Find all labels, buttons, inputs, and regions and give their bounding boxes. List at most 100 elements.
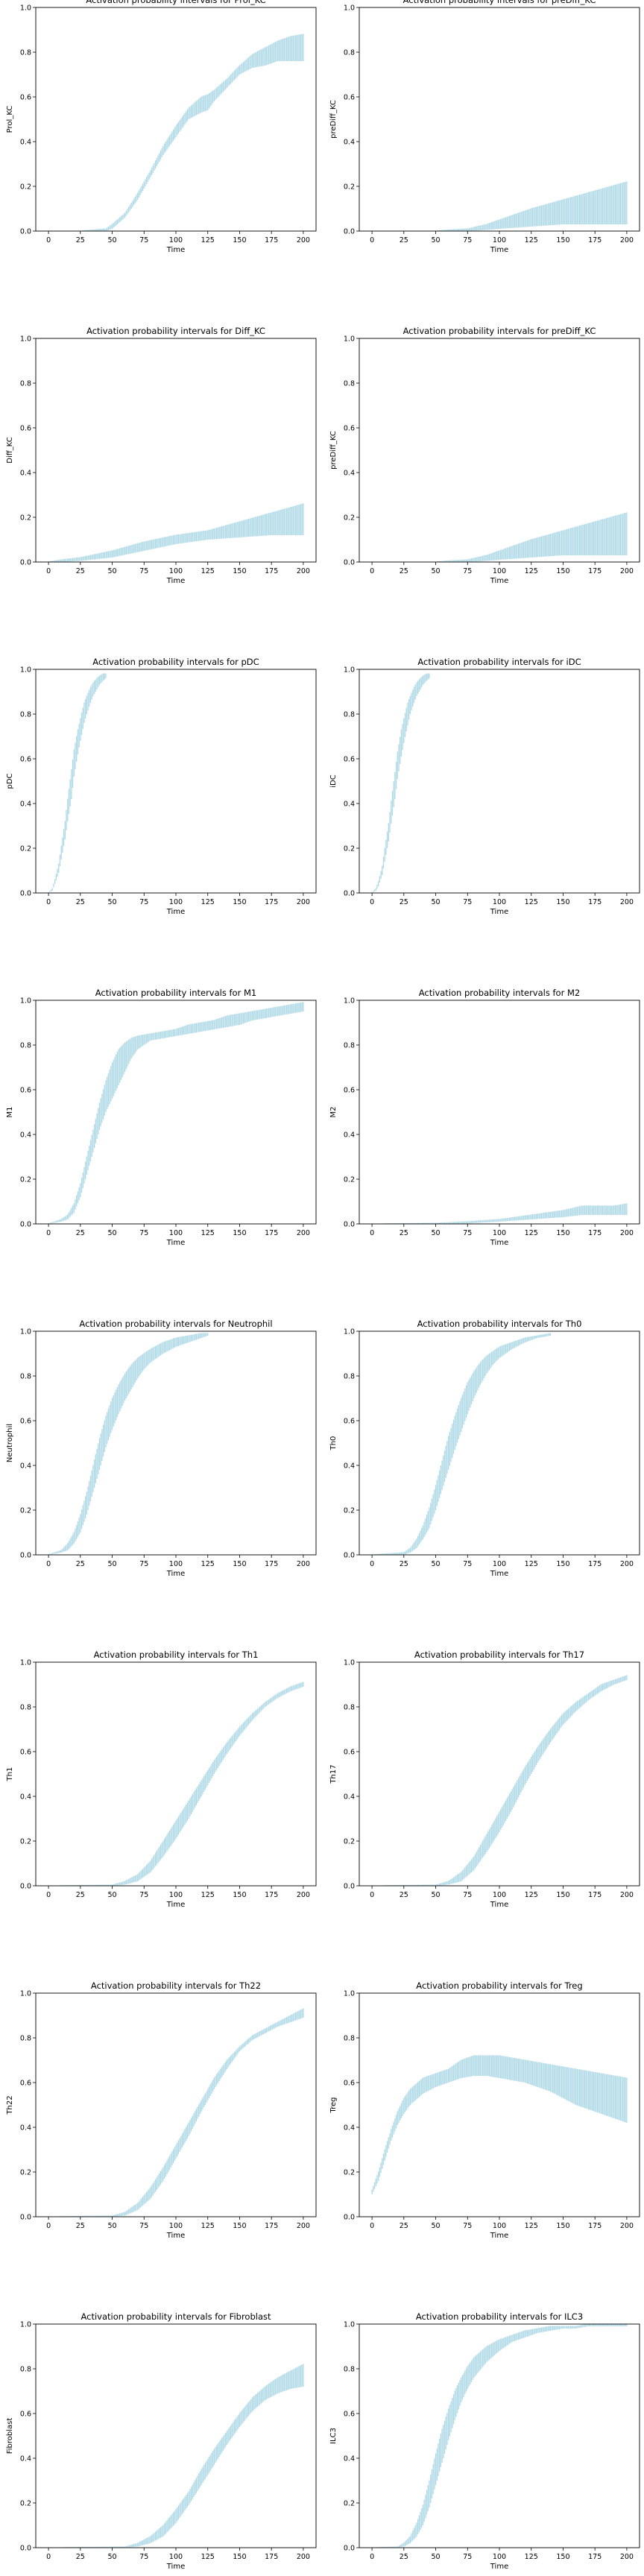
interval-band [373, 673, 430, 892]
y-tick-label: 0.0 [20, 228, 31, 236]
x-tick-label: 75 [463, 1891, 472, 1899]
x-tick-label: 25 [400, 567, 408, 575]
y-tick-label: 0.6 [344, 2080, 355, 2088]
x-tick-label: 50 [107, 567, 116, 575]
x-tick-label: 25 [76, 1560, 85, 1568]
x-tick-label: 0 [370, 2553, 374, 2561]
x-tick-label: 150 [556, 1560, 569, 1568]
chart-title: Activation probability intervals for M2 [419, 988, 580, 998]
axes-frame [35, 7, 317, 232]
x-tick-label: 75 [139, 236, 148, 244]
x-tick-label: 100 [493, 2553, 506, 2561]
y-tick-label: 0.2 [20, 1838, 31, 1846]
x-tick-label: 25 [76, 2553, 85, 2561]
y-axis-label: M2 [329, 1107, 338, 1118]
y-tick-label: 0.8 [20, 2366, 31, 2374]
interval-band [62, 2364, 304, 2548]
x-tick-label: 50 [431, 898, 440, 906]
interval-band [382, 1675, 628, 1886]
x-tick-label: 0 [46, 1891, 51, 1899]
y-tick-label: 1.0 [344, 1659, 355, 1667]
y-tick-label: 0.4 [344, 1462, 355, 1471]
interval-band [382, 1203, 628, 1224]
interval-band [82, 34, 304, 231]
x-tick-label: 175 [588, 1229, 602, 1237]
y-tick-label: 1.0 [344, 335, 355, 344]
y-tick-label: 0.2 [20, 2500, 31, 2508]
chart-panel-1: Activation probability intervals for Pro… [6, 0, 317, 254]
x-tick-label: 0 [370, 1560, 374, 1568]
x-tick-label: 200 [297, 567, 310, 575]
y-tick-label: 0.6 [344, 1087, 355, 1095]
x-axis-label: Time [166, 577, 185, 585]
y-tick-label: 1.0 [20, 1328, 31, 1336]
axes-frame [35, 669, 317, 894]
x-tick-label: 100 [169, 2553, 183, 2561]
x-tick-label: 100 [169, 898, 183, 906]
chart-title: Activation probability intervals for ILC… [416, 2311, 583, 2322]
y-tick-label: 0.0 [20, 559, 31, 567]
x-tick-label: 200 [620, 1560, 634, 1568]
x-tick-label: 125 [201, 1560, 215, 1568]
x-tick-label: 125 [525, 1229, 538, 1237]
y-axis-label: Fibroblast [6, 2418, 14, 2455]
axes-frame [359, 669, 640, 894]
x-tick-label: 75 [463, 1229, 472, 1237]
y-tick-label: 0.8 [20, 380, 31, 388]
x-tick-label: 100 [493, 898, 506, 906]
x-tick-label: 0 [46, 567, 51, 575]
x-tick-label: 75 [463, 898, 472, 906]
chart-title: Activation probability intervals for pre… [403, 0, 596, 5]
y-tick-label: 1.0 [20, 1659, 31, 1667]
y-tick-label: 0.0 [20, 2214, 31, 2222]
x-tick-label: 125 [525, 898, 538, 906]
y-tick-label: 1.0 [20, 4, 31, 13]
x-tick-label: 150 [233, 1229, 246, 1237]
y-tick-label: 0.4 [344, 470, 355, 478]
x-tick-label: 50 [431, 236, 440, 244]
x-tick-label: 50 [107, 2222, 116, 2230]
x-tick-label: 25 [400, 236, 408, 244]
x-tick-label: 25 [76, 1891, 85, 1899]
chart-panel-3: Activation probability intervals for Dif… [6, 326, 317, 585]
x-tick-label: 125 [201, 898, 215, 906]
y-axis-label: Th0 [329, 1436, 338, 1451]
y-tick-label: 0.2 [344, 845, 355, 853]
x-tick-label: 75 [139, 1891, 148, 1899]
interval-band [438, 512, 628, 562]
y-tick-label: 1.0 [344, 997, 355, 1006]
y-tick-label: 0.6 [20, 425, 31, 433]
chart-panel-8: Activation probability intervals for M2 0… [329, 988, 640, 1247]
y-tick-label: 0.4 [20, 801, 31, 809]
y-tick-label: 0.8 [344, 49, 355, 57]
x-tick-label: 0 [46, 1229, 51, 1237]
chart-panel-16: Activation probability intervals for ILC… [329, 2311, 640, 2571]
y-tick-label: 0.2 [344, 1507, 355, 1515]
x-tick-label: 100 [169, 2222, 183, 2230]
y-tick-label: 0.6 [344, 425, 355, 433]
chart-panel-11: Activation probability intervals for Th1… [6, 1650, 317, 1909]
x-tick-label: 50 [431, 2553, 440, 2561]
x-axis-label: Time [490, 2232, 508, 2240]
y-tick-label: 0.8 [344, 1704, 355, 1712]
y-tick-label: 0.6 [20, 756, 31, 764]
chart-panel-2: Activation probability intervals for pre… [329, 0, 640, 254]
x-tick-label: 50 [431, 1891, 440, 1899]
y-axis-label: preDiff_KC [329, 100, 338, 139]
chart-title: Activation probability intervals for pre… [403, 326, 596, 336]
x-tick-label: 25 [76, 1229, 85, 1237]
x-tick-label: 25 [76, 236, 85, 244]
chart-title: Activation probability intervals for Th0 [417, 1319, 582, 1329]
x-tick-label: 100 [169, 567, 183, 575]
chart-title: Activation probability intervals for Dif… [86, 326, 265, 336]
x-tick-label: 125 [201, 2553, 215, 2561]
x-tick-label: 150 [233, 1560, 246, 1568]
y-tick-label: 0.2 [20, 1507, 31, 1515]
interval-band [373, 1333, 552, 1555]
y-tick-label: 0.6 [20, 1749, 31, 1757]
y-tick-label: 0.8 [20, 1373, 31, 1381]
interval-band [438, 181, 628, 231]
y-tick-label: 0.8 [344, 2366, 355, 2374]
x-tick-label: 175 [588, 1891, 602, 1899]
x-tick-label: 50 [431, 1229, 440, 1237]
